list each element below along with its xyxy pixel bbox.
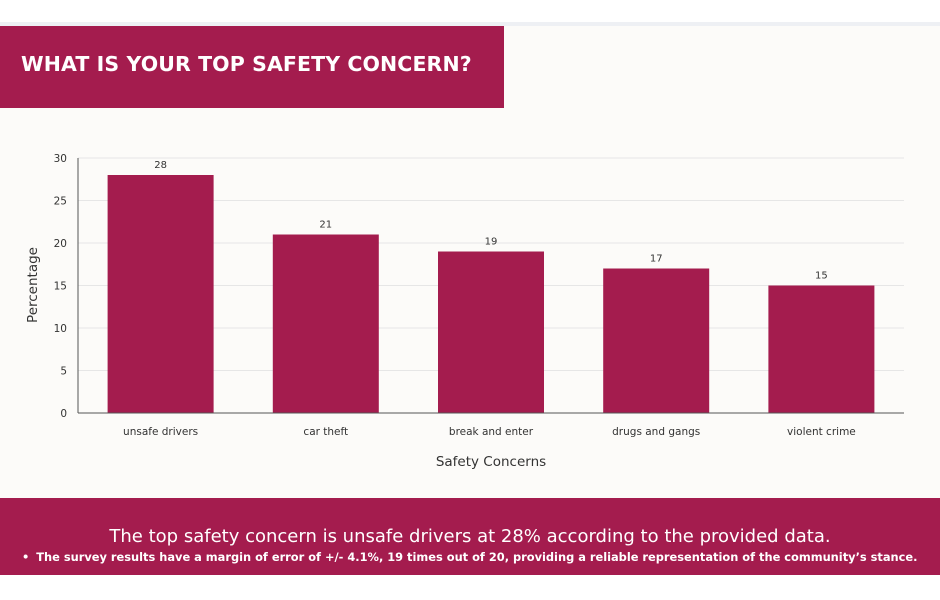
data-label: 28 — [154, 160, 167, 171]
x-tick-label: unsafe drivers — [123, 426, 198, 438]
x-tick-label: break and enter — [449, 426, 534, 438]
top-strip — [0, 0, 940, 26]
y-tick-label: 10 — [54, 323, 67, 335]
y-tick-label: 15 — [54, 281, 67, 293]
top-divider — [0, 22, 940, 26]
y-tick-label: 25 — [54, 196, 67, 208]
y-tick-label: 20 — [54, 238, 67, 250]
bar — [768, 285, 875, 413]
slide-title: WHAT IS YOUR TOP SAFETY CONCERN? — [21, 52, 472, 76]
margin-of-error-text: The survey results have a margin of erro… — [36, 550, 918, 564]
y-tick-label: 0 — [60, 408, 67, 420]
title-banner — [0, 26, 504, 108]
bar — [107, 175, 214, 413]
x-tick-label: drugs and gangs — [612, 426, 700, 438]
summary-text: The top safety concern is unsafe drivers… — [109, 526, 831, 547]
labels: 0 5 10 15 20 25 30 28 unsafe drivers 21 car theft 1… — [25, 153, 856, 470]
data-label: 21 — [319, 220, 332, 231]
bar — [272, 234, 379, 413]
bar — [603, 268, 710, 413]
x-axis-title: Safety Concerns — [436, 454, 546, 470]
data-label: 19 — [485, 237, 498, 248]
y-tick-label: 5 — [60, 366, 67, 378]
y-axis-title: Percentage — [25, 247, 41, 323]
axes — [77, 158, 904, 414]
y-tick-label: 30 — [54, 153, 67, 165]
margin-of-error-note: • The survey results have a margin of err… — [22, 550, 917, 564]
data-label: 17 — [650, 254, 663, 265]
bullet-glyph: • — [22, 550, 30, 564]
bar — [438, 251, 544, 413]
data-label: 15 — [815, 271, 828, 282]
summary-banner — [0, 498, 940, 575]
bars — [107, 175, 875, 413]
x-tick-label: violent crime — [787, 426, 856, 438]
x-tick-label: car theft — [303, 426, 348, 438]
bar-chart: 0 5 10 15 20 25 30 28 unsafe drivers 21 car theft 1… — [25, 153, 904, 470]
